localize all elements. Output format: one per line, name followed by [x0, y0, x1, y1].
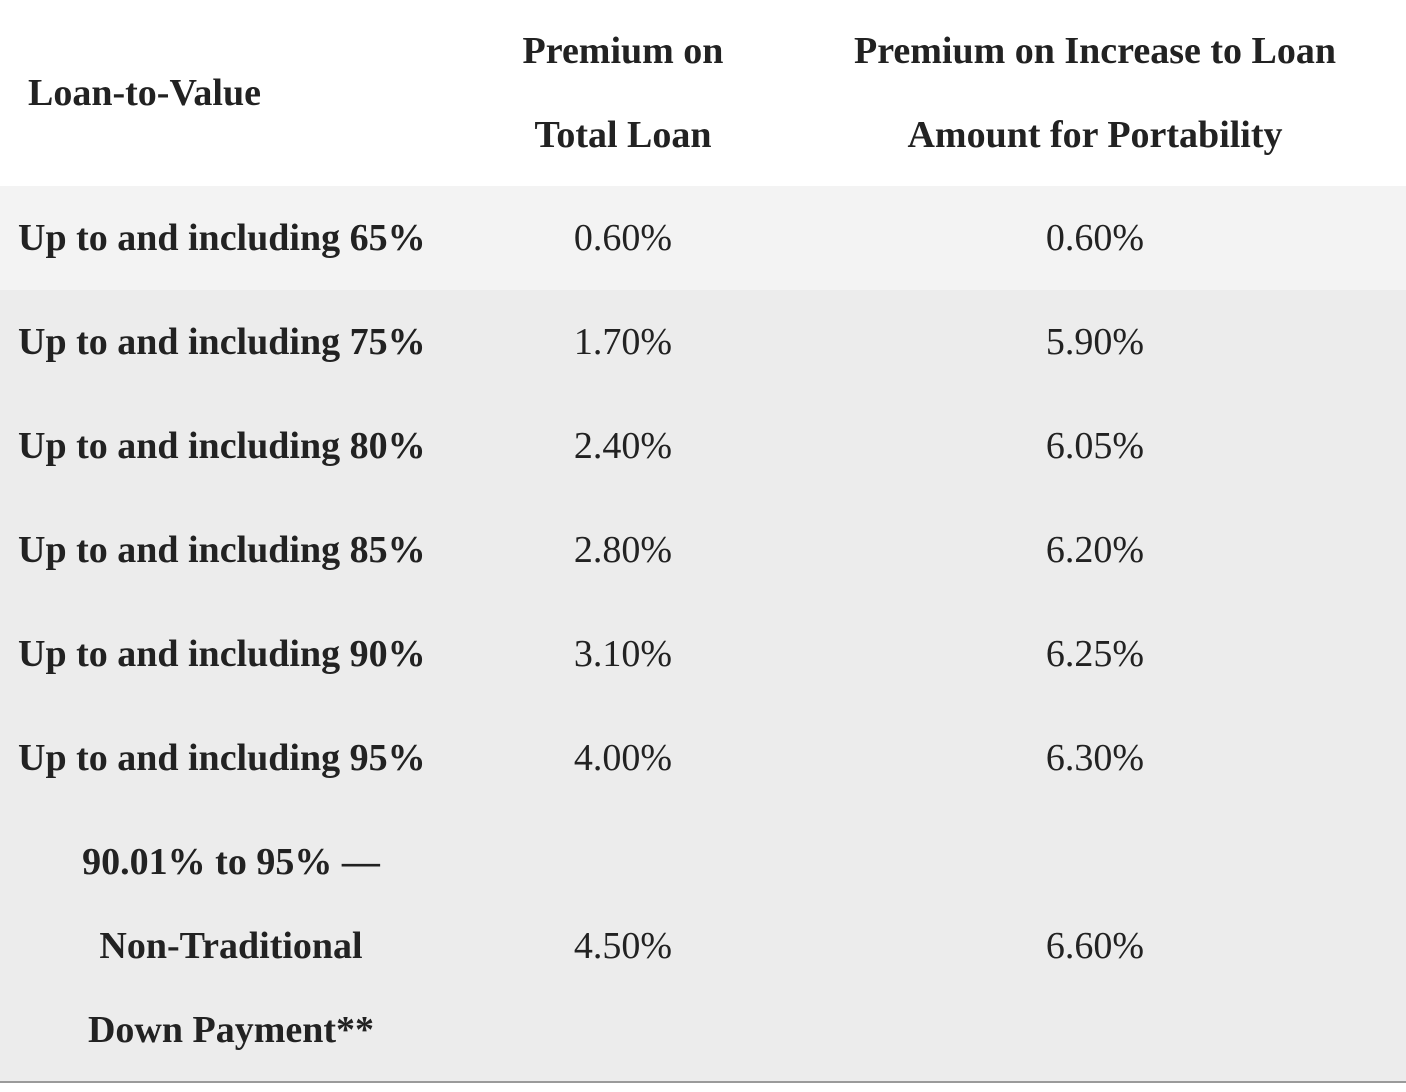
table-row: Up to and including 80% 2.40% 6.05%: [0, 394, 1406, 498]
cell-ltv: Up to and including 75%: [18, 321, 426, 363]
table-row: Up to and including 75% 1.70% 5.90%: [0, 290, 1406, 394]
header-port-line1: Premium on Increase to Loan: [853, 30, 1336, 72]
cell-ltv: Up to and including 85%: [18, 529, 426, 571]
table-row: 90.01% to 95% — Non-Traditional Down Pay…: [0, 810, 1406, 1081]
cell-premium-port: 6.60%: [1045, 925, 1145, 967]
header-ltv-label: Loan-to-Value: [28, 72, 261, 114]
cell-ltv-line1: 90.01% to 95% —: [82, 841, 380, 883]
header-port-line2: Amount for Portability: [907, 114, 1283, 156]
cell-premium-total: 2.80%: [573, 529, 673, 571]
cell-ltv-line3: Down Payment**: [87, 1009, 375, 1051]
cell-ltv-non-traditional: 90.01% to 95% — Non-Traditional Down Pay…: [0, 820, 462, 1072]
cell-premium-port: 6.25%: [1045, 633, 1145, 675]
table-row: Up to and including 95% 4.00% 6.30%: [0, 706, 1406, 810]
cell-premium-total: 4.00%: [573, 737, 673, 779]
header-loan-to-value: Loan-to-Value: [28, 51, 261, 135]
cell-premium-total: 0.60%: [573, 217, 673, 259]
cell-ltv: Up to and including 95%: [18, 737, 426, 779]
table-row: Up to and including 65% 0.60% 0.60%: [0, 186, 1406, 290]
cell-premium-port: 6.05%: [1045, 425, 1145, 467]
header-total-line2: Total Loan: [534, 114, 712, 156]
cell-premium-total: 1.70%: [573, 321, 673, 363]
header-premium-total-loan: Premium on Total Loan: [485, 9, 761, 177]
cell-premium-total: 2.40%: [573, 425, 673, 467]
cell-ltv: Up to and including 65%: [18, 217, 426, 259]
cell-premium-total: 3.10%: [573, 633, 673, 675]
table-row: Up to and including 85% 2.80% 6.20%: [0, 498, 1406, 602]
cell-ltv-line2: Non-Traditional: [99, 925, 363, 967]
cell-premium-port: 6.30%: [1045, 737, 1145, 779]
table-bottom-border: [0, 1081, 1406, 1083]
table-row: Up to and including 90% 3.10% 6.25%: [0, 602, 1406, 706]
cell-premium-port: 6.20%: [1045, 529, 1145, 571]
cell-premium-port: 0.60%: [1045, 217, 1145, 259]
table-header: Loan-to-Value Premium on Total Loan Prem…: [0, 0, 1406, 186]
cell-premium-total: 4.50%: [573, 925, 673, 967]
header-total-line1: Premium on: [522, 30, 724, 72]
cell-premium-port: 5.90%: [1045, 321, 1145, 363]
cell-ltv: Up to and including 90%: [18, 633, 426, 675]
header-premium-portability: Premium on Increase to Loan Amount for P…: [800, 9, 1390, 177]
cell-ltv: Up to and including 80%: [18, 425, 426, 467]
